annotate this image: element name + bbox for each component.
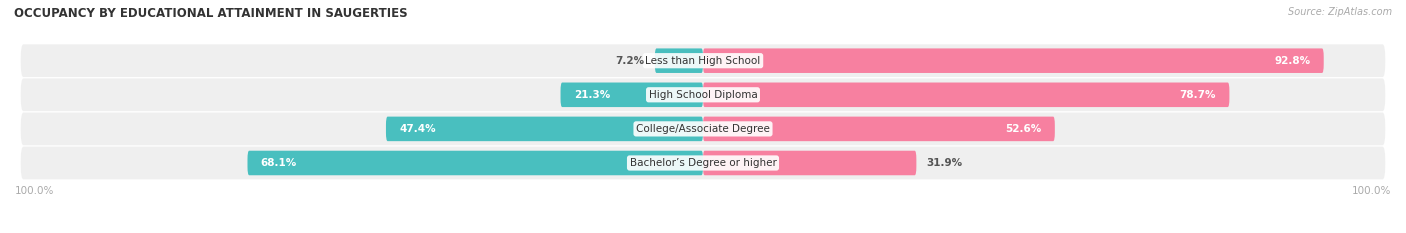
Text: Bachelor’s Degree or higher: Bachelor’s Degree or higher [630, 158, 776, 168]
Text: 52.6%: 52.6% [1005, 124, 1042, 134]
Text: 68.1%: 68.1% [262, 158, 297, 168]
Text: 31.9%: 31.9% [927, 158, 963, 168]
FancyBboxPatch shape [21, 79, 1385, 111]
Text: 92.8%: 92.8% [1274, 56, 1310, 66]
FancyBboxPatch shape [703, 116, 1054, 141]
FancyBboxPatch shape [21, 113, 1385, 145]
Text: Source: ZipAtlas.com: Source: ZipAtlas.com [1288, 7, 1392, 17]
Text: Less than High School: Less than High School [645, 56, 761, 66]
Text: OCCUPANCY BY EDUCATIONAL ATTAINMENT IN SAUGERTIES: OCCUPANCY BY EDUCATIONAL ATTAINMENT IN S… [14, 7, 408, 20]
FancyBboxPatch shape [703, 82, 1229, 107]
Text: High School Diploma: High School Diploma [648, 90, 758, 100]
FancyBboxPatch shape [21, 44, 1385, 77]
FancyBboxPatch shape [703, 48, 1323, 73]
FancyBboxPatch shape [703, 151, 917, 175]
Text: College/Associate Degree: College/Associate Degree [636, 124, 770, 134]
Text: 21.3%: 21.3% [574, 90, 610, 100]
Text: 47.4%: 47.4% [399, 124, 436, 134]
FancyBboxPatch shape [247, 151, 703, 175]
FancyBboxPatch shape [21, 147, 1385, 179]
Text: 7.2%: 7.2% [616, 56, 645, 66]
Text: 78.7%: 78.7% [1180, 90, 1216, 100]
FancyBboxPatch shape [655, 48, 703, 73]
FancyBboxPatch shape [387, 116, 703, 141]
FancyBboxPatch shape [561, 82, 703, 107]
